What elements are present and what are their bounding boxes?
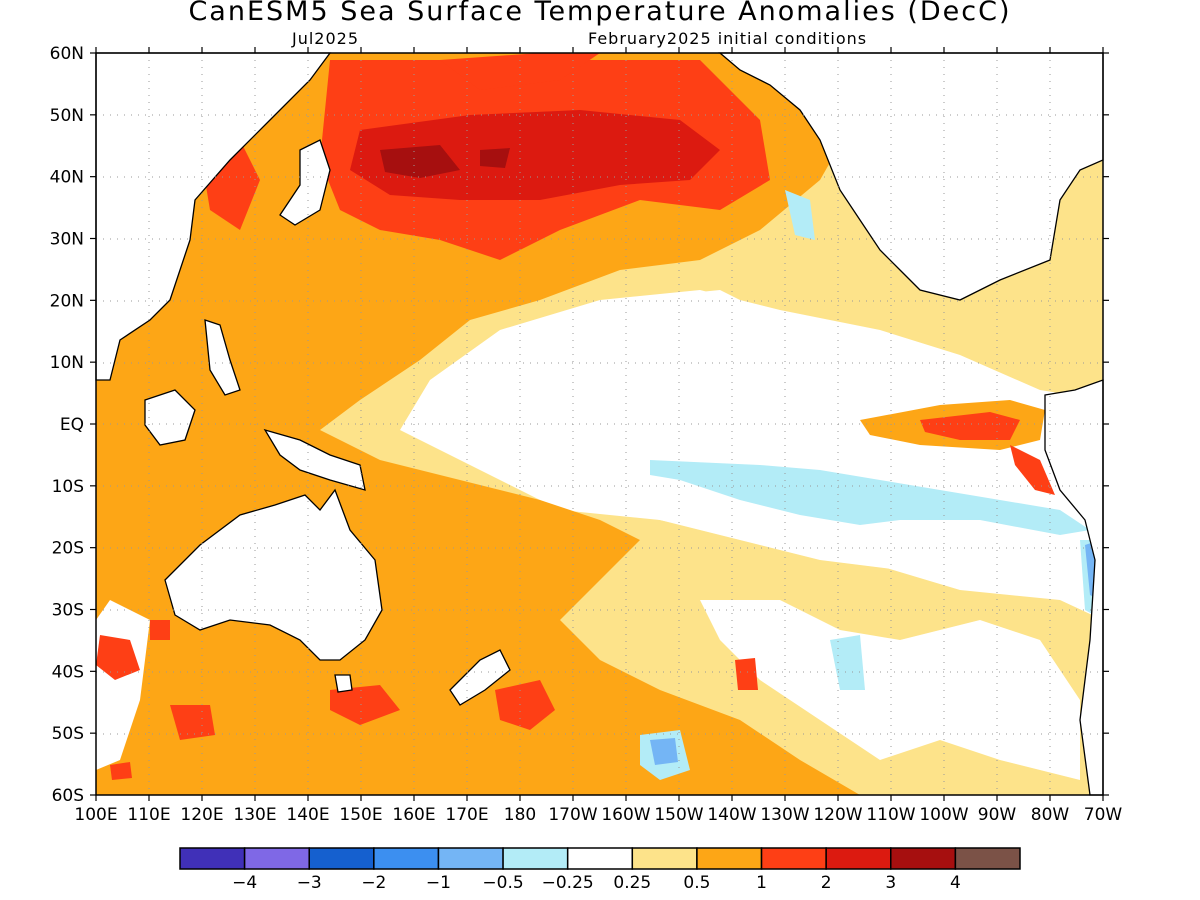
colorbar-swatch <box>696 847 763 870</box>
longitude-label: 160W <box>601 805 650 825</box>
longitude-label: 140E <box>286 805 329 825</box>
colorbar-swatch <box>890 847 957 870</box>
forecast-month: Jul2025 <box>292 29 360 48</box>
latitude-label: 20S <box>52 539 84 559</box>
colorbar-swatch <box>243 847 310 870</box>
longitude-label: 80W <box>1031 805 1070 825</box>
graticule <box>96 53 1103 795</box>
colorbar-label: 3 <box>885 873 896 893</box>
colorbar-swatch <box>373 847 440 870</box>
colorbar-labels: −4 −3 −2 −1 −0.5 −0.25 0.25 0.5 1 2 3 4 <box>232 873 961 893</box>
longitude-label: 100W <box>919 805 968 825</box>
latitude-label: 10S <box>52 477 84 497</box>
colorbar-swatch <box>954 847 1021 870</box>
colorbar-label: −0.5 <box>482 873 523 893</box>
latitude-label: 40S <box>52 662 84 682</box>
colorbar-swatch <box>566 847 634 870</box>
latitude-label: 30S <box>52 601 84 621</box>
latitude-label: 30N <box>50 230 84 250</box>
longitude-label: 170E <box>445 805 488 825</box>
longitude-label: 70W <box>1084 805 1123 825</box>
latitude-label: 50S <box>52 724 84 744</box>
longitude-label: 150E <box>339 805 382 825</box>
colorbar-label: 0.25 <box>613 873 651 893</box>
colorbar-swatch <box>308 847 375 870</box>
colorbar-label: 2 <box>821 873 832 893</box>
latitude-label: 50N <box>50 106 84 126</box>
colorbar-swatch <box>502 847 569 870</box>
longitude-label: 180 <box>504 805 536 825</box>
initial-conditions: February2025 initial conditions <box>588 29 868 48</box>
longitude-label: 130E <box>233 805 276 825</box>
longitude-label: 110W <box>866 805 915 825</box>
latitude-label: 60S <box>52 786 84 806</box>
latitude-label: 20N <box>50 291 84 311</box>
colorbar-label: −1 <box>426 873 451 893</box>
longitude-label: 100E <box>74 805 117 825</box>
colorbar-swatch <box>825 847 892 870</box>
colorbar-label: 1 <box>756 873 767 893</box>
colorbar-label: −2 <box>361 873 386 893</box>
longitude-label: 90W <box>978 805 1017 825</box>
longitude-label: 140W <box>707 805 756 825</box>
colorbar-label: −3 <box>297 873 322 893</box>
latitude-label: 60N <box>50 44 84 64</box>
latitude-label: EQ <box>60 415 84 435</box>
longitude-label: 130W <box>760 805 809 825</box>
colorbar-swatch <box>179 847 246 870</box>
longitude-label: 160E <box>392 805 435 825</box>
colorbar-swatch <box>760 847 827 870</box>
longitude-label: 150W <box>654 805 703 825</box>
colorbar-swatch <box>631 847 698 870</box>
map-title: CanESM5 Sea Surface Temperature Anomalie… <box>188 0 1012 27</box>
colorbar-label: 4 <box>950 873 961 893</box>
latitude-label: 40N <box>50 168 84 188</box>
coastlines <box>95 52 1104 796</box>
colorbar-label: 0.5 <box>683 873 710 893</box>
colorbar-label: −4 <box>232 873 257 893</box>
latitude-label: 10N <box>50 353 84 373</box>
colorbar-swatch <box>437 847 504 870</box>
colorbar-label: −0.25 <box>542 873 594 893</box>
longitude-label: 120E <box>180 805 223 825</box>
colorbar <box>179 847 1021 870</box>
longitude-labels: 100E 110E 120E 130E 140E 150E 160E 170E 180 170W 1… <box>74 805 1122 825</box>
latitude-labels: 60N 50N 40N 30N 20N 10N EQ 10S 20S 30S 40S 50S 60S <box>50 44 84 806</box>
longitude-label: 110E <box>127 805 170 825</box>
longitude-label: 170W <box>548 805 597 825</box>
longitude-label: 120W <box>813 805 862 825</box>
tick-marks <box>90 47 1109 801</box>
